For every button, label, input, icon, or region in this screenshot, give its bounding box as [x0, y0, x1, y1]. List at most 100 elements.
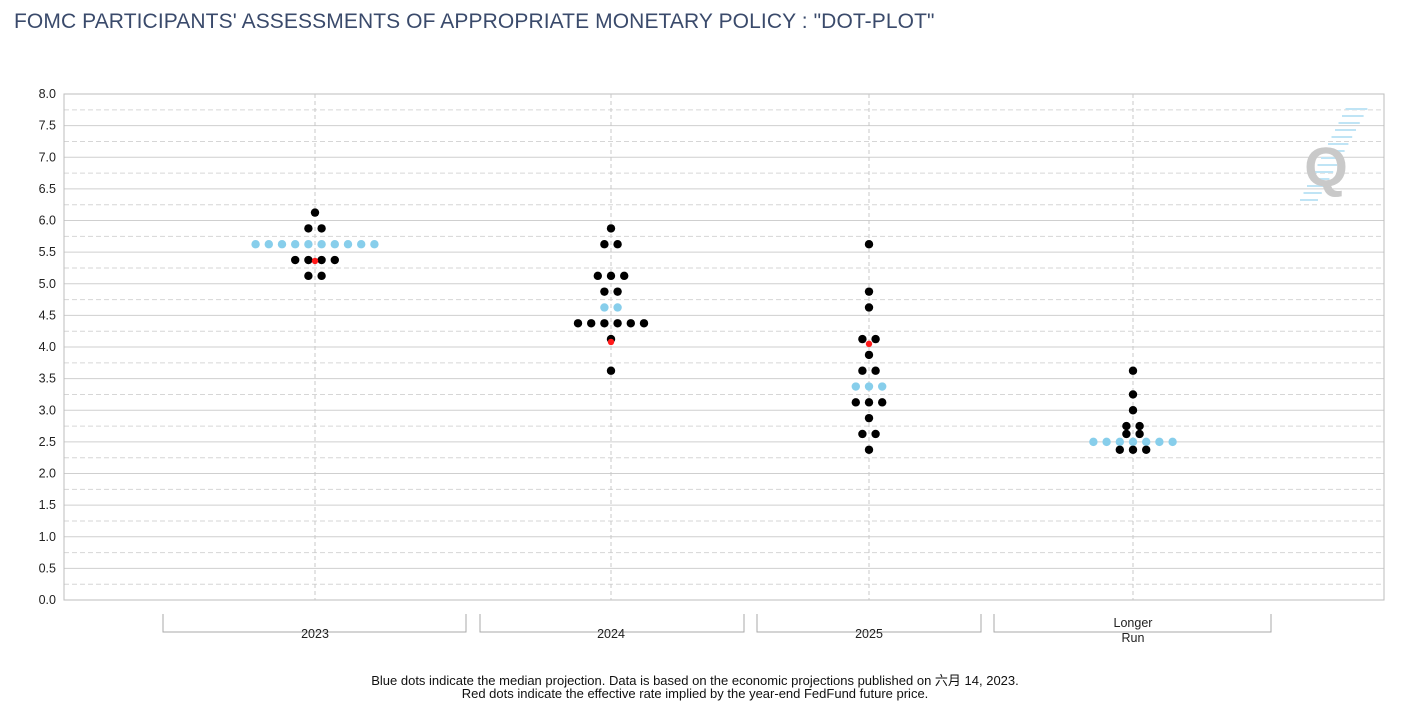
q-logo-icon: Q — [1300, 108, 1368, 201]
chart-title: FOMC PARTICIPANTS' ASSESSMENTS OF APPROP… — [14, 10, 935, 33]
futures-rate-dot — [607, 338, 615, 346]
participant-dot — [858, 334, 867, 344]
y-tick-label: 5.0 — [39, 277, 56, 291]
participant-dot — [871, 429, 880, 439]
participant-dot — [864, 287, 874, 296]
participant-dot — [606, 271, 616, 281]
participant-dot — [310, 208, 320, 217]
median-dot — [251, 240, 260, 249]
footnote-futures: Red dots indicate the effective rate imp… — [461, 686, 929, 701]
category-bracket — [993, 614, 1272, 633]
y-tick-label: 6.0 — [39, 214, 56, 228]
participant-dot — [1122, 429, 1131, 439]
plot-border — [63, 93, 1385, 601]
participant-dot — [1128, 445, 1138, 454]
participant-dot — [639, 319, 649, 328]
participant-dot — [1115, 445, 1125, 454]
median-dot — [1115, 437, 1125, 447]
participant-dot — [871, 334, 880, 344]
median-dot — [851, 382, 860, 391]
category-label: Longer — [1114, 616, 1153, 630]
participant-dot — [620, 271, 629, 281]
participant-dot — [864, 398, 874, 407]
median-dot — [264, 240, 273, 249]
participant-dot — [606, 366, 616, 375]
participant-dot — [851, 398, 860, 407]
participant-dot — [858, 429, 867, 439]
median-dot — [1089, 437, 1098, 447]
category-label: 2024 — [597, 627, 625, 641]
y-tick-label: 8.0 — [39, 87, 56, 101]
y-tick-label: 1.0 — [39, 530, 56, 544]
median-dot — [357, 240, 366, 249]
participant-dot — [878, 398, 887, 407]
median-dot — [878, 382, 887, 391]
median-dot — [343, 240, 353, 249]
participant-dot — [864, 303, 874, 312]
futures-rate-dot — [311, 257, 319, 265]
median-dot — [864, 382, 874, 391]
median-dot — [613, 303, 622, 312]
category-label: Run — [1122, 631, 1145, 645]
participant-dot — [606, 224, 616, 233]
participant-dot — [1122, 421, 1131, 431]
participant-dot — [626, 319, 635, 328]
participant-dot — [587, 319, 596, 328]
participant-dot — [864, 445, 874, 454]
category-label: 2023 — [301, 627, 329, 641]
participant-dot — [600, 319, 609, 328]
participant-dot — [304, 224, 313, 233]
footnote-median: Blue dots indicate the median projection… — [371, 673, 1019, 688]
category-bracket — [162, 614, 467, 633]
participant-dot — [1142, 445, 1151, 454]
y-tick-label: 0.5 — [39, 561, 56, 575]
participant-dot — [1128, 406, 1138, 415]
median-dot — [304, 240, 313, 249]
y-tick-label: 3.0 — [39, 403, 56, 417]
median-dot — [370, 240, 379, 249]
participant-dot — [304, 255, 313, 265]
y-tick-label: 4.5 — [39, 308, 56, 322]
participant-dot — [304, 271, 313, 281]
participant-dot — [593, 271, 602, 281]
category-bracket — [479, 614, 745, 633]
median-dot — [317, 240, 326, 249]
y-tick-label: 6.5 — [39, 182, 56, 196]
participant-dot — [613, 319, 622, 328]
category-label: 2025 — [855, 627, 883, 641]
participant-dot — [291, 255, 300, 265]
participant-dot — [317, 224, 326, 233]
y-tick-label: 5.5 — [39, 245, 56, 259]
y-tick-label: 4.0 — [39, 340, 56, 354]
median-dot — [600, 303, 609, 312]
logo-text: Q — [1304, 135, 1348, 198]
y-tick-label: 2.5 — [39, 435, 56, 449]
participant-dot — [330, 255, 339, 265]
median-dot — [1128, 437, 1138, 447]
median-dot — [1102, 437, 1111, 447]
participant-dot — [1135, 421, 1144, 431]
participant-dot — [600, 287, 609, 296]
participant-dot — [573, 319, 583, 328]
participant-dot — [317, 271, 326, 281]
median-dot — [1155, 437, 1164, 447]
participant-dot — [864, 350, 874, 360]
median-dot — [277, 240, 287, 249]
participant-dot — [613, 287, 622, 296]
median-dot — [1168, 437, 1177, 447]
median-dot — [330, 240, 339, 249]
y-tick-label: 1.5 — [39, 498, 56, 512]
futures-rate-dot — [865, 340, 873, 348]
y-tick-label: 3.5 — [39, 372, 56, 386]
participant-dot — [1135, 429, 1144, 439]
y-tick-label: 7.0 — [39, 150, 56, 164]
median-dot — [1142, 437, 1151, 447]
participant-dot — [1128, 366, 1138, 375]
y-tick-label: 7.5 — [39, 119, 56, 133]
participant-dot — [864, 240, 874, 249]
participant-dot — [317, 255, 326, 265]
y-tick-label: 0.0 — [39, 593, 56, 607]
participant-dot — [858, 366, 867, 375]
median-dot — [291, 240, 300, 249]
